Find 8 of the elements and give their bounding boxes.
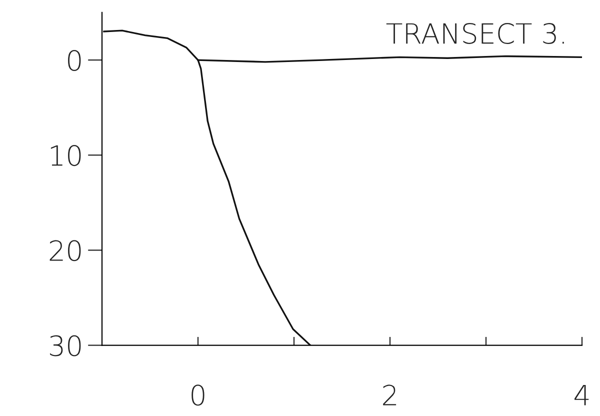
x-tick-label: 0 [192, 384, 204, 406]
x-tick-label: 4 [574, 385, 589, 406]
y-tick-label: 0 [68, 50, 81, 71]
y-tick-label: 10 [50, 145, 81, 166]
x-tick-label: 2 [383, 384, 396, 406]
y-tick-label: 20 [50, 240, 81, 262]
chart-title: TRANSECT 3. [386, 22, 564, 44]
y-tick-label: 30 [50, 335, 81, 356]
